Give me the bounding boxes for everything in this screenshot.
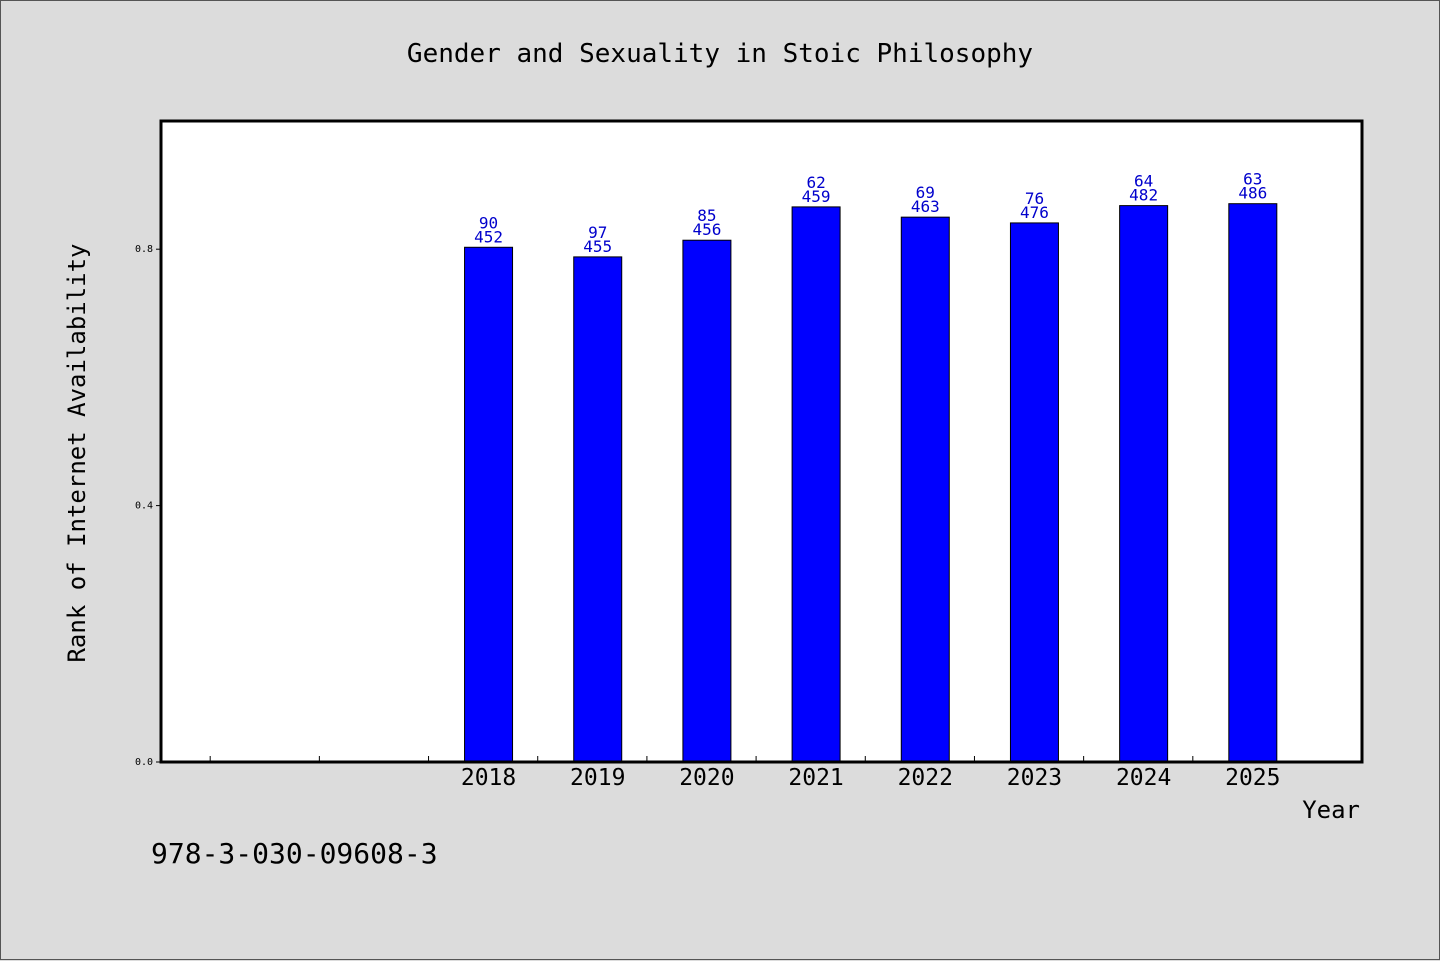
bar-label-bottom: 482 [1129, 186, 1158, 205]
x-tick-label: 2021 [788, 765, 843, 791]
isbn-text: 978-3-030-09608-3 [151, 837, 438, 870]
bar-2018 [464, 246, 514, 763]
bar-2023 [1009, 222, 1059, 763]
x-tick-label: 2023 [1007, 765, 1062, 791]
bar-label-top: 64 [1134, 172, 1153, 191]
x-tick-label: 2019 [570, 765, 625, 791]
bar-label-bottom: 456 [692, 220, 721, 239]
bar-label-top: 69 [916, 183, 935, 202]
bar-2024 [1119, 205, 1169, 763]
bar-2019 [573, 256, 623, 763]
bar-2025 [1228, 203, 1278, 763]
bar-label-bottom: 486 [1238, 184, 1267, 203]
x-tick-label: 2022 [898, 765, 953, 791]
bar-label-top: 97 [588, 223, 607, 242]
bar-label-bottom: 459 [802, 187, 831, 206]
plot-border [159, 119, 1364, 764]
bar-label-top: 63 [1243, 170, 1262, 189]
plot-area [161, 121, 1362, 762]
bar-label-top: 90 [479, 213, 498, 232]
bar-label-top: 62 [806, 173, 825, 192]
bar-2020 [682, 239, 732, 763]
x-tick-label: 2025 [1225, 765, 1280, 791]
bar-label-top: 76 [1025, 189, 1044, 208]
x-tick-label: 2018 [461, 765, 516, 791]
x-tick-label: 2020 [679, 765, 734, 791]
y-axis-label: Rank of Internet Availability [63, 243, 91, 662]
y-tick-label: 0.0 [135, 757, 153, 768]
y-tick-label: 0.8 [135, 244, 153, 255]
bar-label-bottom: 476 [1020, 203, 1049, 222]
x-axis-label: Year [1302, 796, 1360, 824]
chart-title: Gender and Sexuality in Stoic Philosophy [407, 39, 1033, 69]
x-tick-label: 2024 [1116, 765, 1171, 791]
y-tick-label: 0.4 [135, 501, 153, 512]
bar-2021 [791, 206, 841, 763]
bar-label-top: 85 [697, 206, 716, 225]
bar-label-bottom: 455 [583, 237, 612, 256]
bar-2022 [900, 216, 950, 763]
bar-label-bottom: 463 [911, 197, 940, 216]
bar-label-bottom: 452 [474, 227, 503, 246]
